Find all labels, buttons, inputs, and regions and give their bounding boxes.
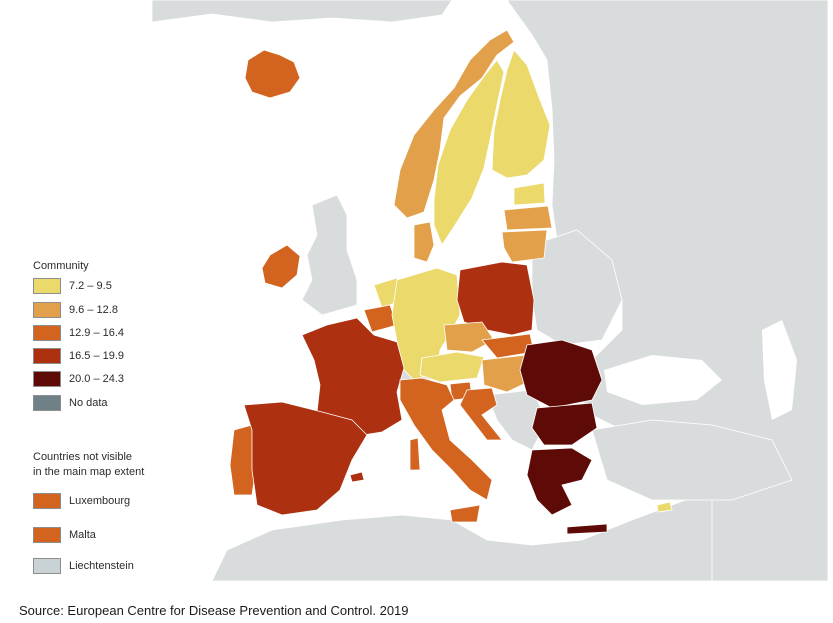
country-italy	[399, 377, 493, 501]
legend-swatch	[33, 493, 61, 509]
europe-map	[152, 0, 828, 581]
country-balearics	[349, 471, 365, 483]
caspian-sea	[762, 320, 797, 420]
legend-label: 12.9 – 16.4	[69, 327, 125, 339]
not-visible-title: Countries not visible in the main map ex…	[33, 450, 193, 480]
country-croatia	[459, 387, 503, 441]
legend-label: 20.0 – 24.3	[69, 373, 125, 385]
country-estonia	[513, 182, 546, 206]
legend-item-1: 7.2 – 9.5	[33, 278, 112, 294]
country-norway	[393, 29, 515, 219]
legend-swatch	[33, 527, 61, 543]
legend-label: 7.2 – 9.5	[69, 280, 112, 292]
country-ireland	[261, 244, 301, 289]
country-iceland	[244, 49, 301, 99]
legend-swatch	[33, 278, 61, 294]
country-latvia	[503, 205, 553, 231]
country-denmark	[413, 221, 435, 263]
legend-title: Community	[33, 260, 89, 272]
country-label: Luxembourg	[69, 495, 131, 507]
not-visible-title-line1: Countries not visible	[33, 451, 133, 463]
not-visible-malta: Malta	[33, 527, 96, 543]
legend-item-2: 9.6 – 12.8	[33, 302, 118, 318]
country-czechia	[443, 321, 495, 353]
map-frame	[152, 0, 828, 581]
country-greece	[526, 447, 593, 516]
country-label: Malta	[69, 529, 96, 541]
legend-item-5: 20.0 – 24.3	[33, 371, 124, 387]
country-sweden	[433, 59, 505, 246]
not-visible-liechtenstein: Liechtenstein	[33, 558, 134, 574]
land-uk	[301, 194, 358, 316]
black-sea	[604, 355, 722, 405]
legend-swatch	[33, 325, 61, 341]
country-spain	[243, 401, 368, 516]
country-france	[301, 317, 405, 437]
country-bulgaria	[531, 402, 598, 446]
country-finland	[491, 49, 551, 179]
not-visible-luxembourg: Luxembourg	[33, 493, 130, 509]
land-turkey	[591, 419, 793, 501]
legend-swatch	[33, 371, 61, 387]
legend-label: 16.5 – 19.9	[69, 350, 125, 362]
legend-label: No data	[69, 397, 108, 409]
legend-swatch	[33, 395, 61, 411]
country-lithuania	[501, 229, 548, 263]
country-corsica	[409, 437, 421, 471]
country-poland	[456, 261, 535, 336]
country-label: Liechtenstein	[69, 560, 134, 572]
legend-item-3: 12.9 – 16.4	[33, 325, 124, 341]
country-romania	[519, 339, 603, 409]
legend-swatch	[33, 302, 61, 318]
legend-label: 9.6 – 12.8	[69, 304, 118, 316]
country-austria	[419, 351, 485, 383]
source-caption: Source: European Centre for Disease Prev…	[19, 603, 409, 618]
legend-item-4: 16.5 – 19.9	[33, 348, 124, 364]
not-visible-title-line2: in the main map extent	[33, 466, 145, 478]
country-sicily	[449, 504, 481, 523]
legend-item-nodata: No data	[33, 395, 108, 411]
country-cyprus	[656, 501, 673, 513]
land-north-top	[152, 0, 453, 23]
legend-swatch	[33, 348, 61, 364]
legend-swatch	[33, 558, 61, 574]
country-hungary	[481, 354, 533, 393]
country-crete	[566, 523, 608, 535]
